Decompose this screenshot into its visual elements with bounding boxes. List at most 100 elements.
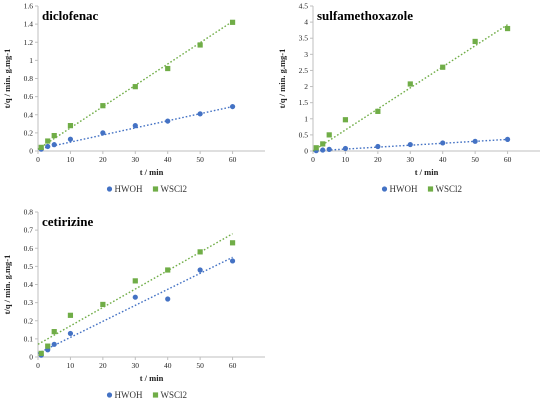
legend: HWOH WSCl2	[106, 390, 187, 400]
data-point-hwoh	[51, 142, 57, 148]
y-tick-label: 0	[29, 147, 33, 156]
x-tick-label: 0	[311, 155, 315, 164]
data-point-hwoh	[440, 140, 446, 146]
data-point-wscl2	[320, 141, 326, 147]
data-point-wscl2	[197, 249, 203, 255]
x-tick-label: 50	[471, 155, 479, 164]
x-tick-label: 20	[99, 361, 107, 370]
y-tick-label: 2	[304, 82, 308, 91]
x-tick-label: 60	[229, 361, 237, 370]
data-point-hwoh	[504, 136, 511, 142]
data-point-hwoh	[407, 141, 413, 148]
y-tick-label: 0.4	[24, 110, 34, 119]
data-point-wscl2	[132, 278, 138, 284]
x-tick-label: 40	[439, 155, 447, 164]
y-tick-label: 0.8	[24, 74, 34, 83]
data-point-hwoh	[197, 111, 203, 117]
legend-marker-hwoh	[106, 186, 113, 192]
y-axis-title: t/q / min. g.mg-1	[2, 49, 12, 109]
y-tick-label: 1.5	[299, 98, 309, 107]
y-tick-label: 1	[29, 56, 33, 65]
legend-label: HWOH	[115, 390, 143, 400]
y-tick-label: 4.5	[299, 2, 309, 11]
data-point-wscl2	[67, 312, 74, 318]
y-tick-label: 1.6	[24, 2, 34, 11]
y-tick-label: 0.8	[24, 208, 34, 217]
y-axis-title: t/q / min. g.mg-1	[2, 255, 12, 315]
data-point-wscl2	[38, 144, 44, 150]
legend-label: WSCl2	[436, 184, 463, 194]
data-point-wscl2	[440, 64, 446, 70]
data-point-wscl2	[132, 84, 138, 90]
y-tick-label: 0.5	[24, 262, 34, 271]
x-tick-label: 60	[504, 155, 512, 164]
y-tick-label: 4	[304, 18, 308, 27]
y-tick-label: 0.5	[299, 130, 309, 139]
data-point-hwoh	[165, 296, 171, 302]
chart-cetirizine: 0 0.1 0.2 0.3 0.4 0.5 0.6 0.7 0.8 0 10 20 30 40 50 60 t …	[0, 206, 275, 412]
x-tick-label: 40	[164, 361, 172, 370]
chart-sulfamethoxazole: 0 0.5 1 1.5 2 2.5 3 3.5 4 4.5 0 10 20 30 40 50 60 t / min…	[275, 0, 550, 206]
trendline-hwoh	[37, 256, 233, 355]
data-point-hwoh	[229, 258, 236, 264]
y-tick-label: 0.2	[24, 316, 34, 325]
y-tick-label: 0	[304, 147, 308, 156]
x-tick-label: 60	[229, 155, 237, 164]
y-tick-label: 1	[304, 114, 308, 123]
x-tick-label: 10	[342, 155, 350, 164]
x-tick-label: 20	[374, 155, 382, 164]
y-tick-label: 3.5	[299, 34, 309, 43]
y-tick-label: 0.7	[24, 226, 34, 235]
data-point-wscl2	[326, 132, 332, 138]
x-tick-label: 0	[36, 155, 40, 164]
data-point-hwoh	[67, 136, 74, 142]
data-point-wscl2	[45, 343, 51, 349]
data-point-hwoh	[342, 145, 349, 152]
data-point-wscl2	[375, 108, 381, 114]
y-tick-label: 3	[304, 50, 308, 59]
chart-svg: 0 0.2 0.4 0.6 0.8 1 1.2 1.4 1.6 0 10 20 30 40 50 60 t / …	[2, 2, 265, 194]
data-point-hwoh	[100, 130, 106, 136]
data-point-wscl2	[45, 138, 51, 144]
data-point-wscl2	[342, 117, 349, 123]
data-point-hwoh	[472, 138, 478, 144]
chart-title: diclofenac	[42, 8, 99, 23]
y-tick-label: 0.6	[24, 92, 34, 101]
data-point-wscl2	[165, 65, 171, 72]
data-point-wscl2	[100, 301, 106, 308]
legend: HWOH WSCl2	[381, 184, 463, 194]
data-point-wscl2	[229, 19, 236, 25]
data-point-hwoh	[132, 123, 138, 129]
data-point-hwoh	[165, 118, 171, 124]
x-tick-label: 10	[67, 361, 75, 370]
legend-label: HWOH	[390, 184, 418, 194]
y-tick-label: 0.1	[24, 334, 34, 343]
y-tick-label: 0	[29, 353, 33, 362]
y-tick-label: 0.6	[24, 244, 34, 253]
data-point-hwoh	[132, 294, 138, 300]
data-point-wscl2	[197, 42, 203, 48]
legend-marker-wscl2	[152, 186, 159, 192]
chart-title: cetirizine	[42, 214, 93, 229]
data-point-hwoh	[375, 143, 381, 150]
x-axis-title: t / min	[140, 167, 164, 177]
y-tick-label: 1.4	[24, 20, 34, 29]
chart-diclofenac: 0 0.2 0.4 0.6 0.8 1 1.2 1.4 1.6 0 10 20 30 40 50 60 t / …	[0, 0, 275, 206]
y-tick-label: 0.3	[24, 298, 34, 307]
legend-marker-wscl2	[427, 186, 434, 192]
trendline-wscl2	[312, 24, 508, 152]
y-tick-label: 2.5	[299, 66, 309, 75]
legend-marker-wscl2	[152, 392, 159, 398]
x-tick-label: 40	[164, 155, 172, 164]
x-tick-label: 30	[132, 155, 140, 164]
chart-svg: 0 0.1 0.2 0.3 0.4 0.5 0.6 0.7 0.8 0 10 20 30 40 50 60 t …	[2, 208, 265, 400]
y-tick-label: 0.4	[24, 280, 34, 289]
legend-label: HWOH	[115, 184, 143, 194]
legend-marker-hwoh	[106, 392, 113, 398]
chart-title: sulfamethoxazole	[317, 8, 413, 23]
data-point-hwoh	[229, 103, 236, 110]
data-point-wscl2	[100, 103, 106, 109]
x-tick-label: 30	[132, 361, 140, 370]
legend-marker-hwoh	[381, 186, 388, 192]
data-point-wscl2	[67, 123, 74, 129]
